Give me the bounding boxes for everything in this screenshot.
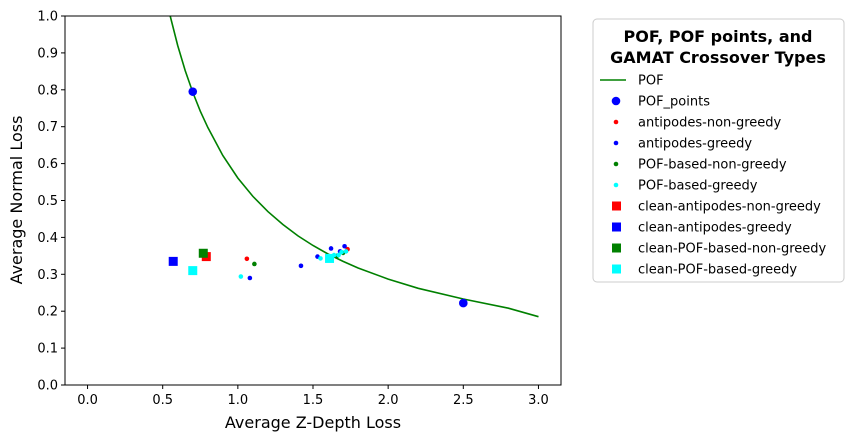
legend-items: POF POF_points antipodes-non-greedy antipod… bbox=[600, 74, 827, 278]
legend-label-pof-based-greedy: POF-based-greedy bbox=[638, 179, 758, 194]
clean-pof-based-greedy-point bbox=[188, 266, 198, 276]
legend-label-clean-antipodes-greedy: clean-antipodes-greedy bbox=[638, 221, 792, 236]
y-tick-label: 0.4 bbox=[37, 231, 58, 246]
x-axis-label: Average Z-Depth Loss bbox=[225, 413, 401, 432]
pof-based-greedy-point bbox=[339, 249, 344, 255]
y-tick-label: 0.0 bbox=[37, 379, 58, 394]
antipodes-non-greedy-point bbox=[244, 256, 250, 262]
pof-curve-line bbox=[169, 16, 539, 318]
legend-label-antipodes-non-greedy: antipodes-non-greedy bbox=[638, 116, 782, 131]
y-tick-label: 0.2 bbox=[37, 305, 58, 320]
legend-handle-antipodes-greedy bbox=[613, 140, 619, 146]
legend-handle-pof-based-greedy bbox=[613, 182, 619, 188]
pof-points-point bbox=[459, 298, 468, 308]
y-tick-label: 0.7 bbox=[37, 120, 58, 135]
clean-pof-based-greedy-point bbox=[325, 253, 335, 263]
y-tick-label: 0.1 bbox=[37, 342, 58, 357]
legend-box bbox=[592, 18, 845, 283]
pof-based-non-greedy-point bbox=[252, 261, 257, 267]
pof-based-greedy-point bbox=[343, 249, 349, 254]
legend-handle-clean-antipodes-greedy bbox=[612, 222, 621, 232]
clean-antipodes-greedy-point bbox=[168, 256, 178, 266]
x-tick-label: 3.0 bbox=[528, 393, 549, 408]
antipodes-greedy-point bbox=[342, 243, 347, 249]
legend-handle-clean-pof-based-non-greedy bbox=[612, 243, 621, 253]
x-tick-label: 1.5 bbox=[303, 393, 324, 408]
y-axis-label: Average Normal Loss bbox=[7, 116, 26, 285]
legend-label-antipodes-greedy: antipodes-greedy bbox=[638, 137, 752, 152]
legend-handle-pof-points bbox=[611, 96, 621, 106]
plot-area bbox=[168, 16, 539, 318]
legend-label-clean-pof-based-non-greedy: clean-POF-based-non-greedy bbox=[638, 242, 827, 257]
legend-label-clean-antipodes-non-greedy: clean-antipodes-non-greedy bbox=[638, 200, 821, 215]
antipodes-greedy-point bbox=[298, 263, 304, 269]
legend-title-line-2: GAMAT Crossover Types bbox=[610, 48, 826, 67]
legend-handle-clean-pof-based-greedy bbox=[612, 264, 621, 274]
legend-handle-antipodes-non-greedy bbox=[613, 119, 619, 125]
y-tick-label: 0.5 bbox=[37, 194, 58, 209]
y-tick-label: 0.6 bbox=[37, 157, 58, 172]
legend-label-pof: POF bbox=[638, 74, 664, 89]
legend-handle-clean-antipodes-non-greedy bbox=[612, 201, 621, 211]
axes: 0.0 0.5 1.0 1.5 2.0 2.5 3.0 0.0 0.1 0.2 0.3 0.4 0.5 0… bbox=[37, 10, 548, 409]
x-tick-label: 2.5 bbox=[453, 393, 474, 408]
legend-handle-pof-based-non-greedy bbox=[613, 161, 619, 167]
antipodes-greedy-point bbox=[247, 275, 253, 281]
y-tick-label: 0.3 bbox=[37, 268, 58, 283]
legend: POF, POF points, and GAMAT Crossover Typ… bbox=[592, 18, 845, 283]
antipodes-greedy-point bbox=[328, 246, 334, 251]
x-tick-label: 0.0 bbox=[77, 393, 98, 408]
legend-label-clean-pof-based-greedy: clean-POF-based-greedy bbox=[638, 263, 797, 278]
pof-based-greedy-point bbox=[318, 256, 323, 261]
legend-label-pof-based-non-greedy: POF-based-non-greedy bbox=[638, 158, 787, 173]
x-tick-label: 2.0 bbox=[378, 393, 399, 408]
pof-based-greedy-point bbox=[238, 274, 244, 279]
y-tick-label: 1.0 bbox=[37, 10, 58, 25]
pof-based-greedy-point bbox=[336, 252, 341, 258]
legend-title-line-1: POF, POF points, and bbox=[624, 27, 813, 46]
pof-points-point bbox=[188, 87, 198, 96]
x-tick-label: 0.5 bbox=[152, 393, 173, 408]
x-tick-label: 1.0 bbox=[228, 393, 249, 408]
clean-pof-based-non-greedy-point bbox=[198, 248, 208, 258]
y-tick-label: 0.9 bbox=[37, 46, 58, 61]
legend-label-pof-points: POF_points bbox=[638, 95, 710, 110]
y-tick-label: 0.8 bbox=[37, 83, 58, 98]
